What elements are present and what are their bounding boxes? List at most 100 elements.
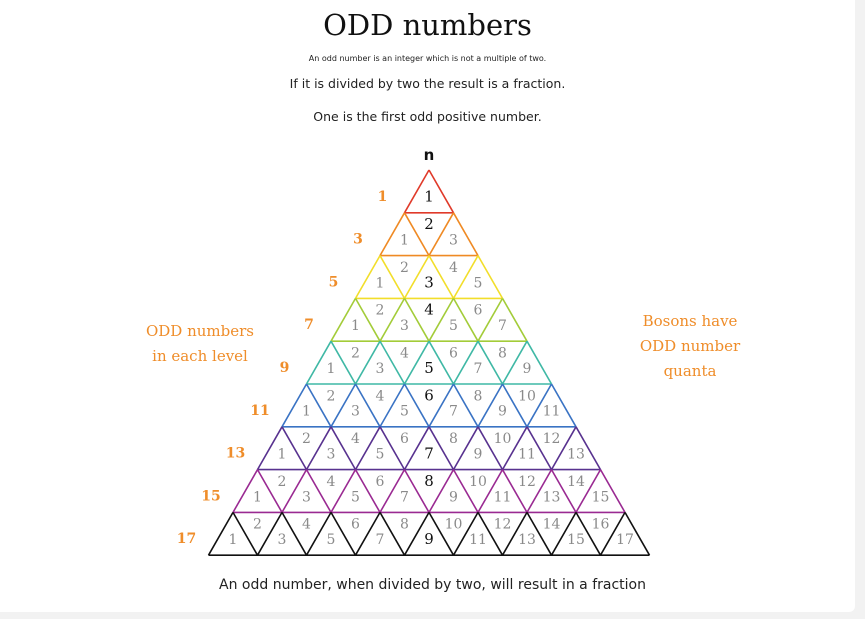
edge-line <box>256 426 283 470</box>
cell-number: 15 <box>592 489 610 505</box>
first-odd-text: One is the first odd positive number. <box>313 109 542 124</box>
cell-number: 7 <box>474 361 483 377</box>
center-number: 8 <box>424 472 434 490</box>
edge-line <box>501 512 528 556</box>
cell-number: 2 <box>302 431 311 447</box>
edge-line <box>379 426 406 470</box>
footer-text: An odd number, when divided by two, will… <box>219 577 646 593</box>
cell-number: 2 <box>400 260 409 276</box>
cell-number: 9 <box>449 489 458 505</box>
cell-number: 1 <box>351 318 360 334</box>
cell-number: 3 <box>449 232 458 248</box>
cell-number: 7 <box>449 404 458 420</box>
edge-line <box>379 469 406 513</box>
edge-line <box>599 512 626 556</box>
row-label: 7 <box>304 317 314 333</box>
edge-line <box>477 298 504 342</box>
edge-line <box>330 298 357 342</box>
edge-line <box>281 383 308 428</box>
cell-number: 13 <box>567 446 585 462</box>
edge-line <box>379 255 406 299</box>
edge-line <box>452 426 479 470</box>
edge-line <box>428 383 455 428</box>
edge-line <box>501 340 528 385</box>
edge-line <box>477 340 504 385</box>
edge-line <box>354 426 381 470</box>
center-number: 3 <box>424 273 434 291</box>
cell-number: 2 <box>376 303 385 319</box>
row-label: 9 <box>280 360 290 376</box>
edge-line <box>428 512 455 556</box>
left-note-line-2: in each level <box>152 347 248 365</box>
edge-line <box>232 512 259 556</box>
edge-line <box>207 512 234 556</box>
edge-line <box>379 340 406 385</box>
edge-line <box>379 298 406 342</box>
edge-line <box>403 512 430 556</box>
cell-number: 1 <box>278 446 287 462</box>
row-label: 17 <box>177 531 196 547</box>
cell-number: 3 <box>376 361 385 377</box>
edge-line <box>428 298 455 342</box>
center-number: 7 <box>424 444 434 462</box>
left-note-line-1: ODD numbers <box>145 322 254 340</box>
edge-line <box>403 298 430 342</box>
cell-number: 4 <box>327 474 336 490</box>
fraction-text: If it is divided by two the result is a … <box>289 76 566 91</box>
cell-number: 6 <box>376 474 385 490</box>
row-label: 15 <box>201 488 220 504</box>
edge-line <box>305 340 332 385</box>
cell-number: 9 <box>474 446 483 462</box>
cell-number: 10 <box>445 517 463 533</box>
cell-number: 3 <box>400 318 409 334</box>
edge-line <box>550 512 577 556</box>
edge-line <box>526 426 553 470</box>
edge-line <box>501 469 528 513</box>
edge-line <box>305 469 332 513</box>
edge-line <box>379 512 406 556</box>
edge-line <box>281 512 308 556</box>
cell-number: 3 <box>327 446 336 462</box>
cell-number: 13 <box>518 532 536 548</box>
cell-number: 5 <box>474 275 483 291</box>
edge-line <box>501 383 528 428</box>
edge-line <box>330 340 357 385</box>
cell-number: 7 <box>376 532 385 548</box>
right-note: Bosons have ODD number quanta <box>620 309 760 384</box>
edge-line <box>428 169 455 214</box>
cell-number: 2 <box>327 388 336 404</box>
edge-line <box>477 426 504 470</box>
cell-number: 3 <box>351 404 360 420</box>
cell-number: 3 <box>278 532 287 548</box>
cell-number: 6 <box>400 431 409 447</box>
cell-number: 7 <box>498 318 507 334</box>
edge-line <box>428 255 455 299</box>
cell-number: 15 <box>567 532 585 548</box>
triangle-row-5 <box>305 340 553 385</box>
edge-line <box>526 340 553 385</box>
cell-number: 7 <box>400 489 409 505</box>
cell-number: 1 <box>253 489 262 505</box>
cell-number: 11 <box>469 532 487 548</box>
cell-number: 12 <box>494 517 512 533</box>
edge-line <box>428 426 455 470</box>
cell-number: 5 <box>400 404 409 420</box>
triangle-row-3 <box>354 255 504 300</box>
edge-line <box>452 255 479 299</box>
edge-line <box>428 212 455 256</box>
edge-line <box>379 212 406 256</box>
edge-line <box>305 426 332 470</box>
cell-number: 2 <box>351 345 360 361</box>
edge-line <box>575 512 602 556</box>
center-number: 1 <box>424 188 434 206</box>
edge-line <box>428 340 455 385</box>
cell-number: 2 <box>278 474 287 490</box>
right-note-line-3: quanta <box>663 362 717 380</box>
edge-line <box>550 469 577 513</box>
edge-line <box>305 383 332 428</box>
cell-number: 14 <box>567 474 585 490</box>
cell-number: 1 <box>327 361 336 377</box>
cell-number: 5 <box>376 446 385 462</box>
